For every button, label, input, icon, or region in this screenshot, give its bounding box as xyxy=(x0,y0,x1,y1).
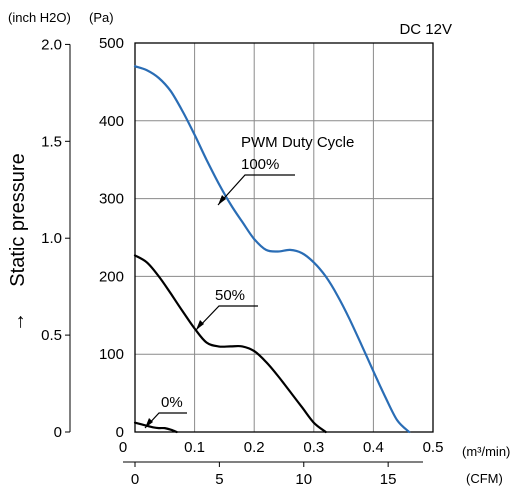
y-axis-label: Static pressure xyxy=(7,153,29,286)
x-tick-label: 0.4 xyxy=(363,439,384,456)
y-axis-arrow: → xyxy=(7,312,29,332)
x-tick-label: 0.3 xyxy=(303,439,324,456)
x2-tick-label: 0 xyxy=(131,471,139,488)
y-unit-primary: (Pa) xyxy=(89,10,114,25)
annotation-label: 0% xyxy=(161,394,183,411)
grid xyxy=(134,42,434,433)
series-line xyxy=(133,421,178,434)
series-line xyxy=(133,254,327,434)
y2-tick-label: 2.0 xyxy=(41,36,62,53)
annotation-label: 50% xyxy=(215,287,245,304)
annotation-arrowhead xyxy=(145,418,153,428)
y2-tick-label: 1.5 xyxy=(41,133,62,150)
plot-frame xyxy=(134,42,434,433)
annotation-leader xyxy=(217,174,295,206)
x-tick-label: 0.2 xyxy=(244,439,265,456)
x-unit-secondary: (CFM) xyxy=(466,471,503,486)
y-tick-label: 0 xyxy=(116,424,124,441)
y-tick-label: 300 xyxy=(99,191,124,208)
annotation-label: 100% xyxy=(241,156,279,173)
x-tick-label: 0 xyxy=(119,439,127,456)
y-tick-label: 400 xyxy=(99,113,124,130)
x2-tick-label: 5 xyxy=(215,471,223,488)
y2-tick-label: 0.5 xyxy=(41,327,62,344)
x-unit-primary: (m³/min) xyxy=(462,444,510,459)
y2-tick-label: 0 xyxy=(54,424,62,441)
annotation-leader xyxy=(195,305,258,331)
series-annotations: 100% 50% 0% xyxy=(144,156,295,429)
chart-title: DC 12V xyxy=(399,21,452,38)
y2-tick-label: 1.0 xyxy=(41,230,62,247)
tick-labels: 0 0.1 0.2 0.3 0.4 0.5 0 100 200 300 400 500 0 5 10 15 0 0… xyxy=(41,35,443,488)
y-tick-label: 200 xyxy=(99,268,124,285)
x-tick-label: 0.5 xyxy=(423,439,444,456)
plot-border xyxy=(134,42,434,433)
legend-title: PWM Duty Cycle xyxy=(241,134,354,151)
y-tick-label: 500 xyxy=(99,35,124,52)
annotation-arrowhead xyxy=(218,195,226,205)
x-tick-label: 0.1 xyxy=(184,439,205,456)
annotation-arrowhead xyxy=(196,320,204,330)
series-line xyxy=(133,65,411,434)
y-tick-label: 100 xyxy=(99,346,124,363)
x2-tick-label: 10 xyxy=(295,471,312,488)
x2-tick-label: 15 xyxy=(380,471,397,488)
y-unit-secondary: (inch H2O) xyxy=(8,10,71,25)
